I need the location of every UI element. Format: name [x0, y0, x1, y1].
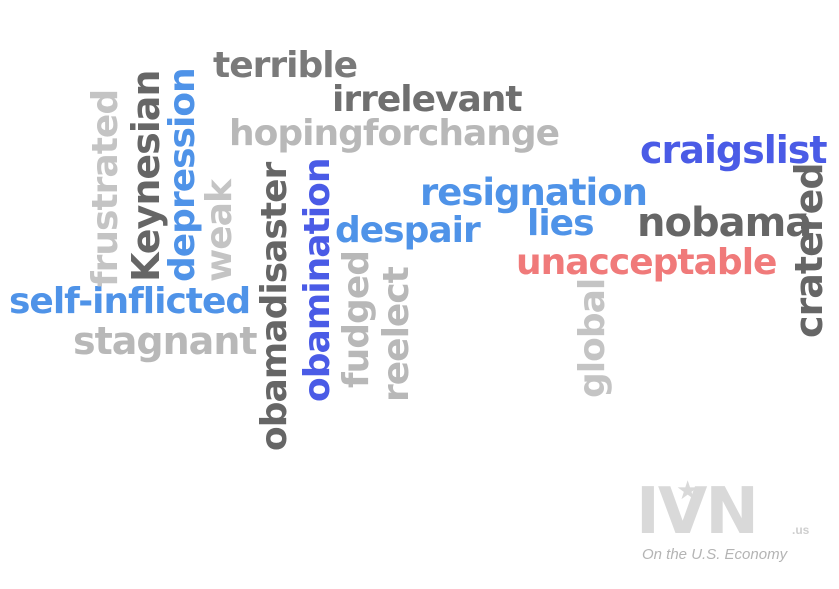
word-despair: despair: [335, 210, 481, 251]
word-global: global: [572, 278, 613, 398]
logo-tld: .us: [792, 523, 810, 537]
word-resignation: resignation: [420, 171, 648, 214]
word-reelect: reelect: [376, 267, 417, 402]
word-nobama: nobama: [637, 200, 812, 246]
word-fudged: fudged: [336, 250, 377, 388]
word-obamination: obamination: [297, 158, 338, 402]
word-keynesian: Keynesian: [124, 70, 168, 283]
word-craigslist: craigslist: [640, 128, 828, 172]
word-obamadisaster: obamadisaster: [254, 162, 295, 451]
word-lies: lies: [527, 203, 595, 244]
ivn-logo: IVN ★ .us On the U.S. Economy: [636, 475, 826, 570]
word-depression: depression: [162, 68, 203, 282]
word-frustrated: frustrated: [85, 89, 126, 287]
logo-tagline: On the U.S. Economy: [642, 546, 788, 563]
logo-mark: IVN: [636, 475, 759, 549]
word-hopingforchange: hopingforchange: [229, 113, 560, 154]
word-self-inflicted: self-inflicted: [9, 281, 251, 322]
star-icon: ★: [676, 476, 700, 506]
word-irrelevant: irrelevant: [332, 79, 523, 120]
word-stagnant: stagnant: [73, 319, 258, 363]
word-cratered: cratered: [787, 163, 831, 338]
word-unacceptable: unacceptable: [516, 242, 777, 283]
word-terrible: terrible: [213, 45, 358, 86]
word-weak: weak: [199, 180, 240, 282]
